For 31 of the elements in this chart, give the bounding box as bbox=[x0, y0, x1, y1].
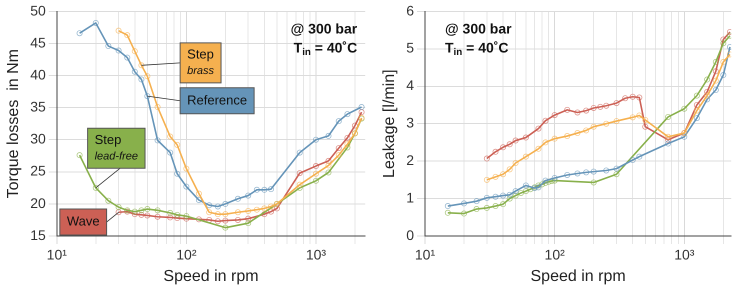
x-tick-label: 10³ bbox=[674, 246, 695, 262]
y-axis-title: Torque losses in Nm bbox=[5, 49, 22, 198]
y-tick-label: 1 bbox=[406, 189, 414, 206]
text: Reference bbox=[187, 92, 248, 108]
annotation: @ 300 bar bbox=[290, 20, 358, 36]
y-tick-label: 4 bbox=[406, 77, 414, 94]
y-tick-label: 15 bbox=[30, 226, 46, 243]
y-tick-label: 20 bbox=[30, 194, 46, 211]
y-tick-label: 5 bbox=[406, 40, 414, 56]
x-axis-title: Speed in rpm bbox=[163, 268, 259, 285]
x-tick-label: 10¹ bbox=[46, 246, 68, 262]
y-tick-label: 6 bbox=[406, 2, 414, 18]
x-axis-title: Speed in rpm bbox=[530, 268, 626, 285]
y-tick-label: 35 bbox=[30, 98, 46, 115]
y-tick-label: 45 bbox=[30, 34, 46, 50]
series-label: Step lead-free bbox=[94, 132, 138, 162]
y-tick-label: 50 bbox=[30, 2, 46, 18]
y-tick-label: 30 bbox=[30, 130, 46, 147]
x-tick-label: 10¹ bbox=[414, 246, 436, 262]
annotation: @ 300 bar bbox=[444, 20, 512, 36]
y-tick-label: 40 bbox=[30, 66, 46, 82]
x-tick-label: 10² bbox=[544, 246, 566, 262]
y-tick-label: 25 bbox=[30, 162, 46, 179]
y-tick-label: 2 bbox=[406, 152, 414, 168]
y-tick-label: 0 bbox=[406, 226, 414, 243]
y-axis-title: Leakage [l/min] bbox=[381, 69, 398, 178]
y-tick-label: 3 bbox=[406, 114, 414, 131]
series-label: Wave bbox=[66, 214, 100, 229]
text: Step brass bbox=[187, 46, 215, 77]
x-tick-label: 10² bbox=[176, 246, 197, 262]
x-tick-label: 10³ bbox=[306, 246, 326, 262]
